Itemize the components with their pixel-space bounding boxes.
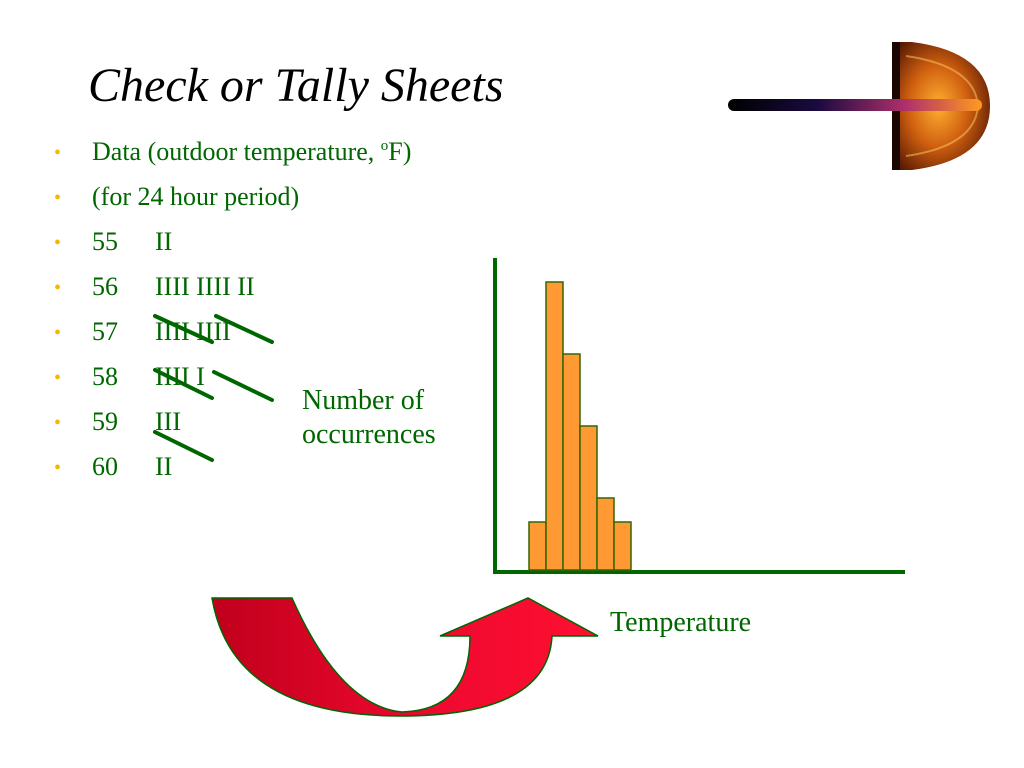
tally-strike-line — [153, 430, 214, 462]
bullet-dot-icon: • — [54, 367, 62, 389]
bullet-dot-icon: • — [54, 277, 62, 299]
tally-marks-55: II — [155, 227, 173, 256]
bullet-item-data: Data (outdoor temperature, oF) — [92, 137, 412, 166]
tally-marks-56: IIII IIII II — [155, 272, 255, 301]
bullet-dot-icon: • — [54, 322, 62, 344]
tally-temp-57: 57 — [92, 317, 118, 346]
y-axis-label-line-1: Number of — [302, 385, 425, 416]
tally-marks-60: II — [155, 452, 173, 481]
tally-temp-55: 55 — [92, 227, 118, 256]
tally-marks-59: III — [155, 407, 181, 436]
tally-temp-58: 58 — [92, 362, 118, 391]
y-axis-label: Number of occurrences — [302, 384, 436, 451]
bullet-dot-icon: • — [54, 232, 62, 254]
tally-strike-line — [153, 314, 214, 344]
tally-strike-line — [212, 370, 274, 402]
page-title: Check or Tally Sheets — [88, 59, 504, 112]
tally-strike-line — [214, 314, 274, 344]
x-axis-label: Temperature — [610, 607, 752, 638]
bar-60 — [613, 521, 632, 571]
bullet-item-period: (for 24 hour period) — [92, 182, 300, 211]
tally-temp-60: 60 — [92, 452, 118, 481]
bullet-dot-icon: • — [54, 187, 62, 209]
y-axis-label-line-2: occurrences — [302, 418, 436, 450]
tally-temp-56: 56 — [92, 272, 118, 301]
bullet-dot-icon: • — [54, 457, 62, 479]
bullet-dot-icon: • — [54, 142, 62, 164]
bullet-dot-icon: • — [54, 412, 62, 434]
tally-marks-58: IIII I — [155, 362, 205, 391]
tally-strike-line — [153, 368, 214, 400]
tally-temp-59: 59 — [92, 407, 118, 436]
